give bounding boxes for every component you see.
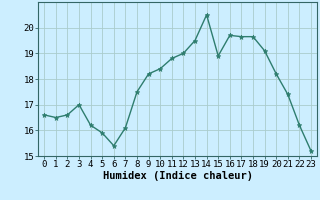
X-axis label: Humidex (Indice chaleur): Humidex (Indice chaleur) bbox=[103, 171, 252, 181]
